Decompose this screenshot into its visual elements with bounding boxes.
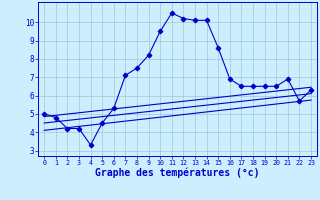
X-axis label: Graphe des températures (°c): Graphe des températures (°c) <box>95 168 260 178</box>
